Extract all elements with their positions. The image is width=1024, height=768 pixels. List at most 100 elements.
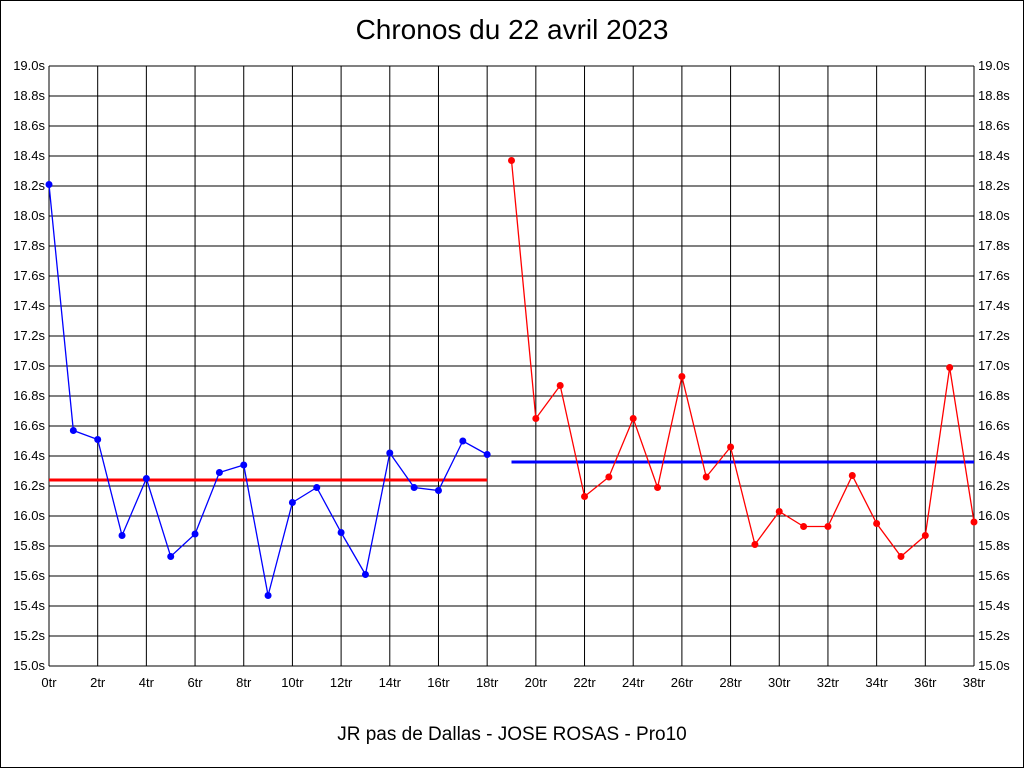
y-tick-label-right: 17.6s [978,268,1010,283]
data-point [483,451,491,458]
x-tick-label: 22tr [573,675,596,690]
y-tick-label-right: 18.0s [978,208,1010,223]
y-tick-label-right: 16.0s [978,508,1010,523]
y-tick-label-left: 16.6s [13,418,45,433]
data-point [240,461,248,469]
data-point [264,592,272,599]
data-point [824,523,832,530]
y-tick-label-left: 17.6s [13,268,45,283]
data-point [337,529,345,536]
y-tick-label-left: 15.2s [13,628,45,643]
data-point [629,415,637,422]
x-tick-label: 28tr [719,675,742,690]
data-point [775,508,783,515]
y-tick-label-left: 17.8s [13,238,45,253]
x-tick-label: 16tr [427,675,450,690]
data-point [848,472,856,479]
data-point [94,436,102,443]
x-tick-label: 12tr [330,675,353,690]
data-point [69,427,77,434]
data-point [313,484,321,491]
y-tick-label-right: 16.4s [978,448,1010,463]
data-point [215,469,223,476]
y-tick-label-left: 19.0s [13,58,45,73]
y-tick-label-left: 18.6s [13,118,45,133]
data-point [508,157,515,164]
y-tick-label-left: 17.0s [13,358,45,373]
y-tick-label-left: 15.6s [13,568,45,583]
x-tick-label: 20tr [525,675,548,690]
data-point [361,571,369,578]
x-tick-label: 14tr [379,675,402,690]
x-tick-label: 18tr [476,675,499,690]
y-tick-label-right: 17.4s [978,298,1010,313]
data-point [654,484,662,491]
data-point [556,382,564,389]
x-tick-label: 0tr [41,675,57,690]
data-point [410,484,418,491]
x-tick-label: 36tr [914,675,937,690]
x-tick-label: 4tr [139,675,155,690]
y-tick-label-right: 15.0s [978,658,1010,673]
y-tick-label-left: 18.4s [13,148,45,163]
data-point [45,181,53,188]
y-tick-label-left: 18.8s [13,88,45,103]
data-point [581,493,589,500]
y-tick-label-left: 15.0s [13,658,45,673]
data-point [970,518,978,526]
data-point [605,473,613,481]
y-tick-label-right: 15.6s [978,568,1010,583]
x-tick-label: 32tr [817,675,840,690]
y-tick-label-right: 17.0s [978,358,1010,373]
y-tick-label-right: 16.8s [978,388,1010,403]
data-point [702,473,710,481]
y-tick-label-right: 18.6s [978,118,1010,133]
x-tick-label: 6tr [187,675,203,690]
data-point [873,520,881,527]
y-tick-label-right: 15.8s [978,538,1010,553]
y-tick-label-right: 17.8s [978,238,1010,253]
y-tick-label-left: 16.8s [13,388,45,403]
x-tick-label: 34tr [865,675,888,690]
y-tick-label-right: 15.2s [978,628,1010,643]
chart-title: Chronos du 22 avril 2023 [355,14,669,45]
x-tick-label: 2tr [90,675,106,690]
y-tick-label-left: 18.0s [13,208,45,223]
data-point [459,437,467,445]
data-point [921,532,929,539]
x-tick-label: 38tr [963,675,986,690]
data-point [434,487,442,494]
data-point [727,443,735,451]
y-tick-label-right: 16.2s [978,478,1010,493]
y-tick-label-left: 17.2s [13,328,45,343]
data-point [897,553,905,560]
data-point [532,415,540,422]
data-point [946,364,954,371]
x-tick-label: 26tr [671,675,694,690]
y-tick-label-right: 18.2s [978,178,1010,193]
data-point [191,530,199,538]
y-tick-label-left: 18.2s [13,178,45,193]
data-point [800,523,808,530]
data-point [142,475,150,482]
data-point [678,373,686,380]
x-tick-label: 24tr [622,675,645,690]
series-line [510,160,975,558]
data-point [751,541,759,548]
data-point [288,499,296,506]
y-tick-label-right: 15.4s [978,598,1010,613]
y-tick-label-right: 18.8s [978,88,1010,103]
y-tick-label-right: 18.4s [978,148,1010,163]
y-tick-label-right: 16.6s [978,418,1010,433]
data-point [167,553,175,560]
y-tick-label-right: 17.2s [978,328,1010,343]
y-tick-label-left: 17.4s [13,298,45,313]
data-point [118,532,126,539]
data-point [386,449,394,457]
x-tick-label: 10tr [281,675,304,690]
y-tick-label-right: 19.0s [978,58,1010,73]
chart-footer-label: JR pas de Dallas - JOSE ROSAS - Pro10 [337,724,687,745]
x-tick-label: 30tr [768,675,791,690]
y-tick-label-left: 16.4s [13,448,45,463]
